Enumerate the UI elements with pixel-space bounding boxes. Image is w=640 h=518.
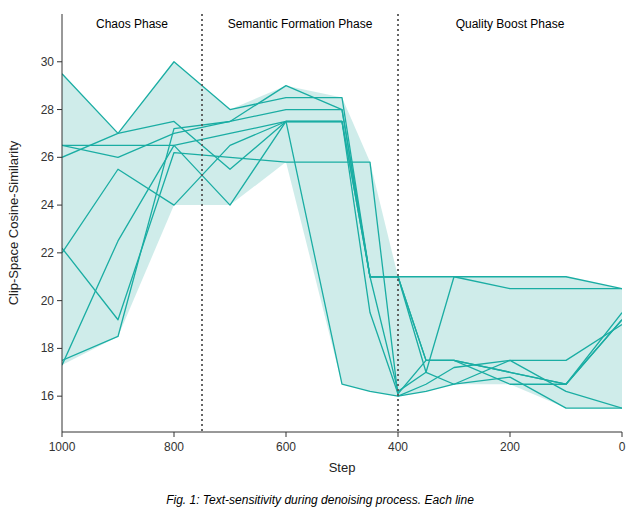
series-line xyxy=(62,86,622,392)
y-tick xyxy=(57,396,62,397)
y-tick-label: 18 xyxy=(41,341,55,355)
chart: 1000 800 600 400 200 0 16 18 20 22 24 26 28 30 Step Cli… xyxy=(0,0,640,518)
plot-data xyxy=(62,14,622,432)
y-tick xyxy=(57,348,62,349)
x-tick-label: 800 xyxy=(164,440,184,454)
y-tick-label: 22 xyxy=(41,246,55,260)
phase-label: Semantic Formation Phase xyxy=(228,17,373,31)
y-tick-label: 20 xyxy=(41,294,55,308)
x-tick-label: 200 xyxy=(500,440,520,454)
y-tick-label: 16 xyxy=(41,389,55,403)
y-axis-label: Clip-Space Cosine-Similarity xyxy=(6,140,21,305)
x-tick xyxy=(398,432,399,437)
y-tick-label: 30 xyxy=(41,55,55,69)
y-tick xyxy=(57,300,62,301)
axes: 1000 800 600 400 200 0 16 18 20 22 24 26 28 30 xyxy=(41,14,626,454)
x-axis-line xyxy=(62,432,622,433)
x-tick-label: 400 xyxy=(388,440,408,454)
series-line xyxy=(62,121,622,393)
y-tick-label: 26 xyxy=(41,150,55,164)
x-tick-label: 0 xyxy=(619,440,626,454)
x-tick xyxy=(286,432,287,437)
phase-divider xyxy=(397,14,399,432)
x-tick xyxy=(174,432,175,437)
y-tick-label: 24 xyxy=(41,198,55,212)
y-axis-line xyxy=(62,14,63,432)
phase-label: Quality Boost Phase xyxy=(456,17,565,31)
y-tick-label: 28 xyxy=(41,103,55,117)
x-tick xyxy=(510,432,511,437)
y-tick xyxy=(57,157,62,158)
phase-label: Chaos Phase xyxy=(96,17,168,31)
x-axis-label: Step xyxy=(329,460,356,475)
y-tick xyxy=(57,205,62,206)
caption: Fig. 1: Text-sensitivity during denoisin… xyxy=(166,493,474,507)
envelope-band xyxy=(62,62,622,408)
x-tick xyxy=(622,432,623,437)
phase-divider xyxy=(201,14,203,432)
y-tick xyxy=(57,61,62,62)
series-line xyxy=(62,110,622,385)
x-tick-label: 600 xyxy=(276,440,296,454)
series-line xyxy=(62,121,622,288)
series-line xyxy=(62,153,622,409)
y-tick xyxy=(57,109,62,110)
series-line xyxy=(62,62,622,384)
y-tick xyxy=(57,252,62,253)
series-line xyxy=(62,121,622,408)
x-tick-label: 1000 xyxy=(49,440,76,454)
series-line xyxy=(62,121,622,384)
x-tick xyxy=(62,432,63,437)
